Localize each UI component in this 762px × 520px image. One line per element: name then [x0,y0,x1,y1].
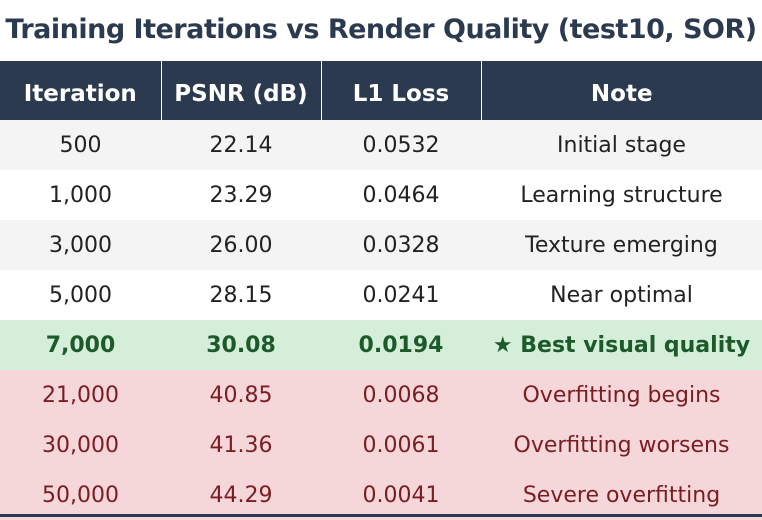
cell-note: ★ Best visual quality [481,320,762,370]
cell-l1-loss: 0.0041 [321,470,481,520]
cell-note: Overfitting worsens [481,420,762,470]
header-psnr: PSNR (dB) [160,61,321,120]
cell-note: Texture emerging [481,220,762,270]
table-body: 500 22.14 0.0532 Initial stage 1,000 23.29 0.0… [0,120,762,520]
cell-iteration: 21,000 [0,370,161,420]
table-row: 7,000 30.08 0.0194 ★ Best visual quality [0,320,762,370]
table-row: 500 22.14 0.0532 Initial stage [0,120,762,170]
table-row: 5,000 28.15 0.0241 Near optimal [0,270,762,320]
cell-note: Overfitting begins [481,370,762,420]
cell-psnr: 28.15 [161,270,321,320]
cell-iteration: 500 [0,120,161,170]
cell-l1-loss: 0.0532 [321,120,481,170]
cell-psnr: 41.36 [161,420,321,470]
cell-psnr: 44.29 [161,470,321,520]
cell-l1-loss: 0.0328 [321,220,481,270]
cell-psnr: 40.85 [161,370,321,420]
table-bottom-border [0,514,762,517]
cell-iteration: 50,000 [0,470,161,520]
header-iteration: Iteration [0,61,161,120]
table-row: 3,000 26.00 0.0328 Texture emerging [0,220,762,270]
cell-l1-loss: 0.0464 [321,170,481,220]
cell-l1-loss: 0.0061 [321,420,481,470]
cell-iteration: 30,000 [0,420,161,470]
table-row: 30,000 41.36 0.0061 Overfitting worsens [0,420,762,470]
cell-note: Initial stage [481,120,762,170]
cell-iteration: 7,000 [0,320,161,370]
cell-l1-loss: 0.0241 [321,270,481,320]
table-row: 50,000 44.29 0.0041 Severe overfitting [0,470,762,520]
header-l1-loss: L1 Loss [320,61,481,120]
cell-l1-loss: 0.0194 [321,320,481,370]
chart-title: Training Iterations vs Render Quality (t… [5,14,757,45]
header-note: Note [480,61,762,120]
cell-note: Near optimal [481,270,762,320]
table-row: 21,000 40.85 0.0068 Overfitting begins [0,370,762,420]
cell-psnr: 23.29 [161,170,321,220]
cell-psnr: 26.00 [161,220,321,270]
table-row: 1,000 23.29 0.0464 Learning structure [0,170,762,220]
table-header-row: Iteration PSNR (dB) L1 Loss Note [0,61,762,120]
cell-psnr: 22.14 [161,120,321,170]
cell-l1-loss: 0.0068 [321,370,481,420]
cell-iteration: 5,000 [0,270,161,320]
cell-note: Severe overfitting [481,470,762,520]
cell-psnr: 30.08 [161,320,321,370]
cell-note: Learning structure [481,170,762,220]
cell-iteration: 1,000 [0,170,161,220]
cell-iteration: 3,000 [0,220,161,270]
results-table: Iteration PSNR (dB) L1 Loss Note 500 22.1… [0,61,762,520]
